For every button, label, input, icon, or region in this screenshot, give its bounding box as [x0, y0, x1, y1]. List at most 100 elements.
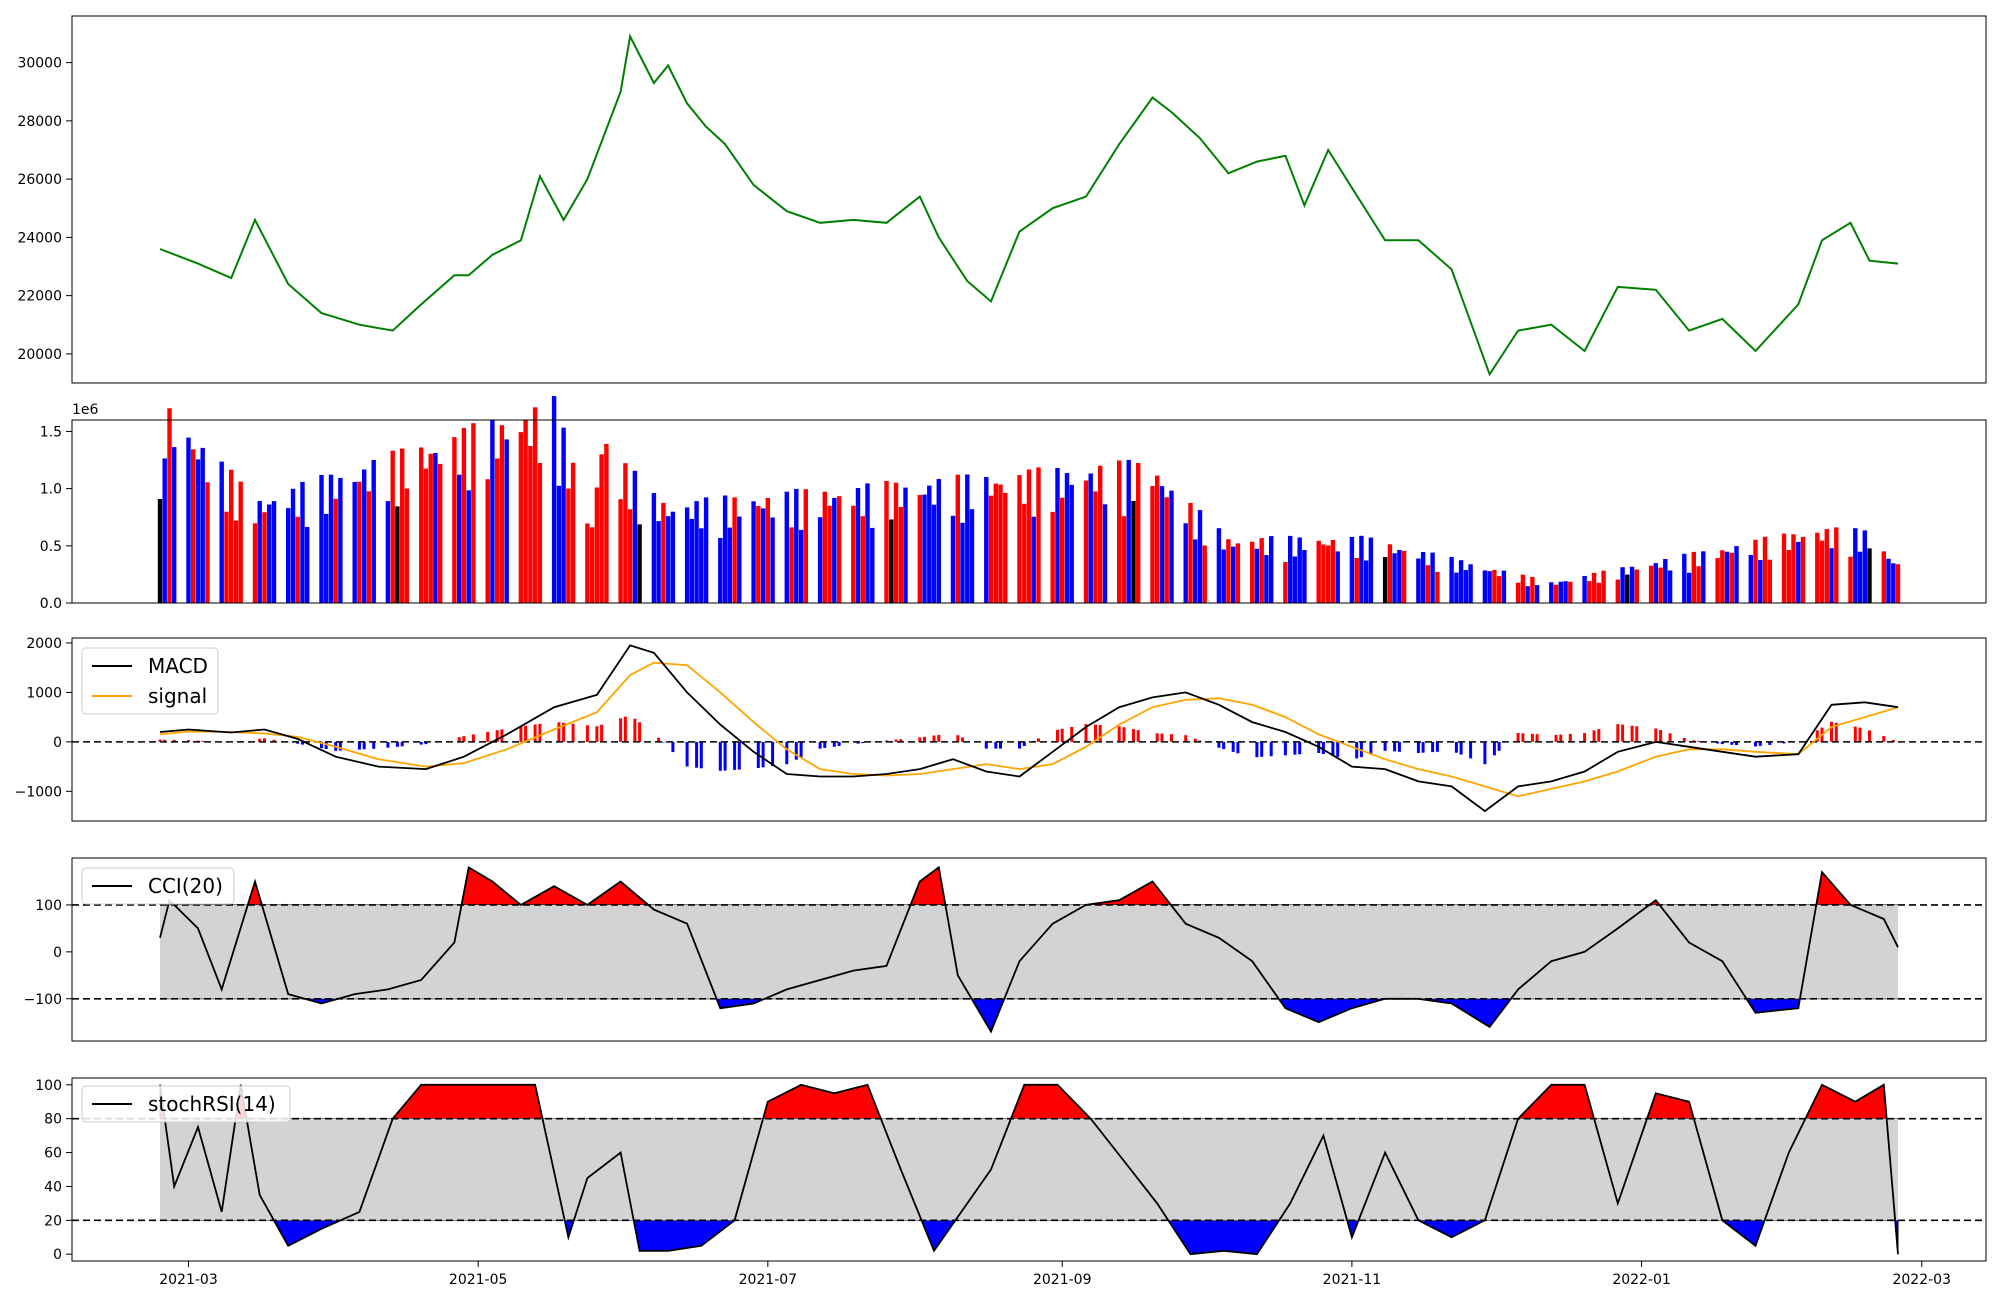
price-panel: 20000 22000 24000 26000 28000 30000 — [17, 15, 1987, 384]
volume-bar — [1359, 535, 1364, 603]
macd-histogram-bar — [585, 725, 589, 742]
volume-bar — [1553, 584, 1559, 603]
neutral-band — [160, 1118, 1898, 1221]
volume-bar — [428, 453, 433, 603]
volume-bar — [362, 469, 367, 603]
volume-bar — [305, 527, 310, 603]
macd-histogram-bar — [818, 741, 822, 749]
volume-bar — [1354, 558, 1359, 603]
volume-bar — [1781, 533, 1787, 603]
macd-histogram-bar — [557, 722, 561, 742]
volume-bar — [1221, 549, 1226, 603]
macd-histogram-bar — [737, 741, 741, 770]
volume-bar — [1834, 527, 1839, 603]
volume-bar — [1625, 574, 1630, 603]
y-tick-label: 0 — [53, 945, 62, 961]
volume-bar — [1601, 570, 1606, 603]
volume-bar — [1629, 566, 1635, 603]
macd-histogram-bar — [296, 741, 300, 744]
macd-histogram-bar — [338, 741, 342, 751]
macd-histogram-bar — [956, 735, 960, 742]
volume-bar — [737, 516, 742, 603]
macd-histogram-bar — [1668, 733, 1672, 742]
volume-bar — [604, 443, 609, 603]
macd-histogram-bar — [1830, 721, 1833, 742]
macd-histogram-bar — [1891, 740, 1895, 742]
macd-histogram-bar — [1521, 733, 1525, 742]
volume-bar — [969, 509, 975, 603]
macd-histogram-bar — [1170, 734, 1173, 742]
macd-histogram-bar — [619, 718, 623, 742]
macd-histogram-bar — [771, 741, 775, 767]
volume-bar — [1235, 543, 1241, 603]
macd-histogram-bar — [1469, 741, 1473, 759]
macd-histogram-bar — [1635, 726, 1639, 742]
volume-bar — [333, 498, 338, 603]
macd-histogram-bar — [718, 741, 722, 771]
macd-histogram-bar — [1397, 741, 1401, 752]
macd-histogram-bar — [600, 724, 604, 742]
cci-line — [159, 865, 1899, 1034]
macd-histogram-bar — [462, 736, 466, 742]
volume-bar — [1416, 558, 1421, 603]
volume-bar — [1316, 540, 1321, 603]
macd-histogram-bar — [685, 741, 689, 767]
macd-histogram-bar — [372, 741, 376, 749]
volume-bar — [988, 495, 994, 603]
volume-bar — [756, 506, 761, 603]
y-tick-label: 100 — [35, 898, 62, 914]
volume-bar — [352, 481, 357, 603]
volume-bar — [637, 524, 642, 603]
signal-line — [159, 661, 1899, 798]
volume-bar — [1800, 536, 1806, 603]
macd-histogram-bar — [937, 734, 941, 742]
macd-histogram-bar — [1858, 727, 1862, 742]
volume-bar — [1026, 469, 1032, 603]
volume-bar — [903, 487, 908, 603]
volume-bar — [1791, 534, 1796, 603]
volume-bar — [784, 491, 789, 603]
macd-histogram-bar — [699, 741, 703, 769]
volume-bar — [1288, 535, 1293, 603]
macd-histogram-bar — [1559, 734, 1563, 742]
volume-bar — [1563, 581, 1568, 603]
x-tick-label: 2021-07 — [739, 1272, 798, 1288]
volume-bar — [684, 507, 690, 603]
x-tick-label: 2021-11 — [1323, 1272, 1382, 1288]
macd-histogram-bar — [1730, 741, 1734, 745]
volume-bar — [290, 488, 296, 603]
macd-histogram-bar — [1616, 724, 1620, 742]
volume-bar — [955, 474, 960, 603]
volume-bar — [172, 447, 177, 603]
volume-bar — [433, 453, 438, 603]
macd-histogram-bar — [671, 741, 675, 753]
y-tick-label: 24000 — [17, 230, 62, 246]
volume-bar — [1083, 480, 1089, 603]
y-tick-label: 26000 — [17, 172, 62, 188]
volume-bar — [267, 504, 272, 603]
volume-bar — [1591, 572, 1597, 603]
macd-histogram-bar — [395, 741, 399, 747]
macd-histogram-bar — [984, 741, 988, 749]
volume-bar — [1349, 537, 1355, 603]
macd-histogram-bar — [1754, 741, 1757, 747]
macd-histogram-bar — [837, 741, 841, 746]
macd-histogram-bar — [1815, 730, 1819, 742]
volume-bar — [561, 427, 566, 603]
volume-bar — [1796, 541, 1801, 603]
volume-bar — [1458, 560, 1464, 603]
macd-histogram-bar — [1868, 730, 1871, 742]
macd-histogram-bar — [1454, 741, 1458, 753]
macd-histogram-bar — [1716, 741, 1720, 744]
volume-bar — [452, 437, 457, 603]
volume-bar — [532, 407, 538, 603]
macd-histogram-bar — [1236, 741, 1240, 754]
volume-bar — [1292, 556, 1298, 603]
macd-histogram-bar — [923, 736, 926, 742]
macd-histogram-bar — [1393, 741, 1397, 752]
y-tick-label: 20 — [44, 1213, 62, 1229]
volume-bar — [1758, 560, 1763, 603]
volume-bar — [1482, 570, 1488, 603]
volume-bar — [1183, 523, 1188, 603]
volume-bar — [765, 498, 770, 603]
